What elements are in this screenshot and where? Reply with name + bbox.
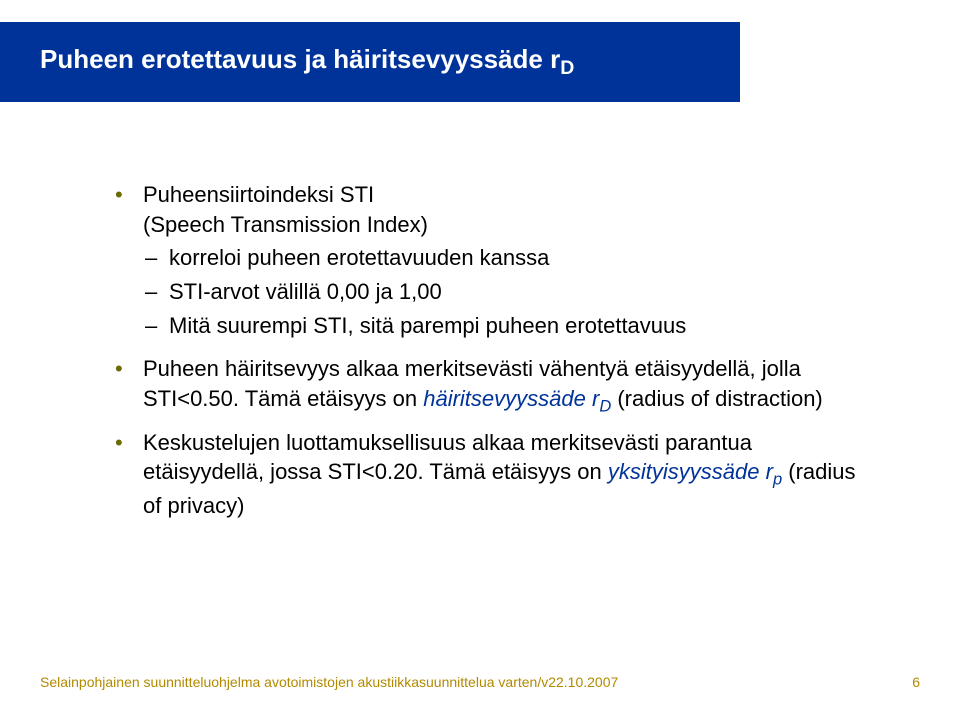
term-yksityisyyssade: yksityisyyssäde rp — [608, 459, 782, 484]
sub-item: – STI-arvot välillä 0,00 ja 1,00 — [143, 277, 875, 307]
bullet-1-paren: (Speech Transmission Index) — [143, 212, 428, 237]
term-hairitsevyyssade: häiritsevyyssäde rD — [423, 386, 611, 411]
bullet-2-post: (radius of distraction) — [611, 386, 823, 411]
bullet-body: Puheen häiritsevyys alkaa merkitsevästi … — [143, 354, 875, 417]
bullet-body: Keskustelujen luottamuksellisuus alkaa m… — [143, 428, 875, 521]
bullet-3: • Keskustelujen luottamuksellisuus alkaa… — [115, 428, 875, 521]
bullet-2: • Puheen häiritsevyys alkaa merkitseväst… — [115, 354, 875, 417]
bullet-marker: • — [115, 354, 143, 417]
bullet-body: Puheensiirtoindeksi STI (Speech Transmis… — [143, 180, 875, 344]
slide-title: Puheen erotettavuus ja häiritsevyyssäde … — [40, 44, 574, 80]
sub-body: Mitä suurempi STI, sitä parempi puheen e… — [169, 311, 875, 341]
title-sub: D — [560, 57, 574, 79]
bullet-marker: • — [115, 428, 143, 521]
sub-dash: – — [143, 311, 169, 341]
slide-footer: Selainpohjainen suunnitteluohjelma avoto… — [40, 674, 920, 690]
title-pre: Puheen erotettavuus ja häiritsevyyssäde … — [40, 44, 560, 74]
page-number: 6 — [912, 674, 920, 690]
bullet-1: • Puheensiirtoindeksi STI (Speech Transm… — [115, 180, 875, 344]
slide-content: • Puheensiirtoindeksi STI (Speech Transm… — [115, 180, 875, 531]
sub-item: – Mitä suurempi STI, sitä parempi puheen… — [143, 311, 875, 341]
footer-text: Selainpohjainen suunnitteluohjelma avoto… — [40, 674, 618, 690]
sub-dash: – — [143, 243, 169, 273]
sub-dash: – — [143, 277, 169, 307]
slide-title-bar: Puheen erotettavuus ja häiritsevyyssäde … — [0, 22, 740, 102]
sub-body: STI-arvot välillä 0,00 ja 1,00 — [169, 277, 875, 307]
bullet-marker: • — [115, 180, 143, 344]
bullet-1-main: Puheensiirtoindeksi STI — [143, 182, 374, 207]
sub-body: korreloi puheen erotettavuuden kanssa — [169, 243, 875, 273]
sub-item: – korreloi puheen erotettavuuden kanssa — [143, 243, 875, 273]
